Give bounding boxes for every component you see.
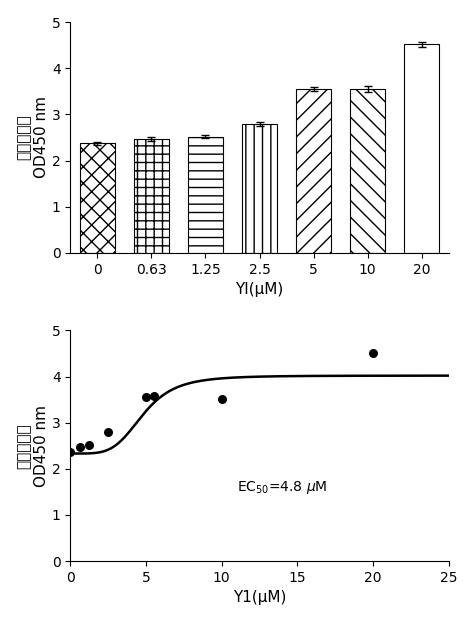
Bar — [134, 139, 169, 253]
Point — [218, 394, 226, 404]
Point — [369, 348, 377, 358]
Y-axis label: 膜岛素含量
OD450 nm: 膜岛素含量 OD450 nm — [17, 405, 49, 487]
Point — [85, 440, 93, 450]
Bar — [296, 89, 331, 253]
Bar — [242, 124, 277, 253]
X-axis label: YI(μM): YI(μM) — [236, 282, 283, 297]
Bar — [404, 44, 439, 253]
Point — [150, 391, 157, 401]
Y-axis label: 膜岛素含量
OD450 nm: 膜岛素含量 OD450 nm — [17, 96, 49, 179]
Bar — [188, 137, 223, 253]
Point — [142, 392, 150, 402]
X-axis label: Y1(μM): Y1(μM) — [233, 590, 286, 605]
Point — [104, 427, 112, 437]
Bar — [80, 144, 115, 253]
Point — [76, 442, 84, 452]
Point — [67, 447, 74, 457]
Bar — [350, 89, 385, 253]
Text: EC$_{50}$=4.8 $\mu$M: EC$_{50}$=4.8 $\mu$M — [237, 480, 328, 496]
